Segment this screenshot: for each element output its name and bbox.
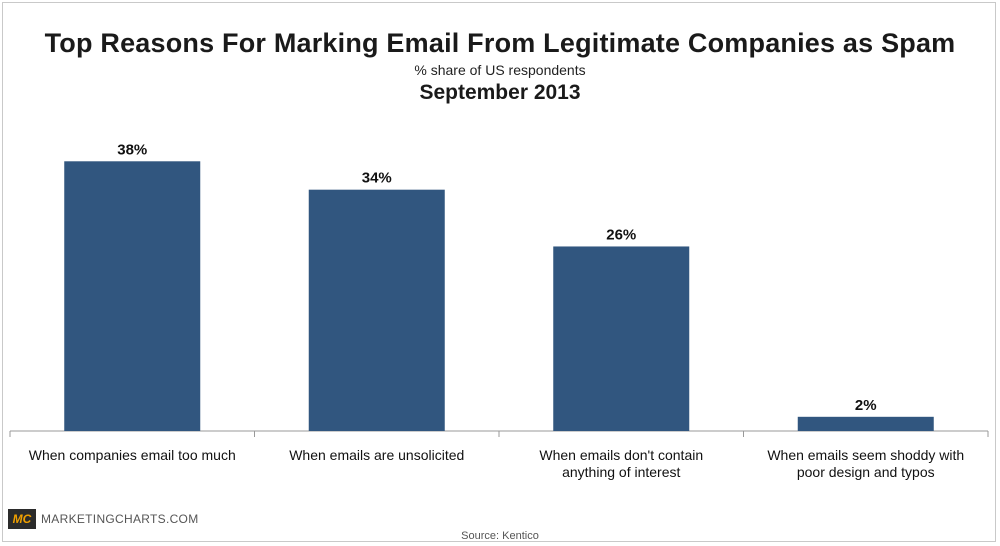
data-label: 2% bbox=[855, 397, 877, 414]
category-label: When emails don't contain bbox=[539, 447, 703, 463]
chart-date: September 2013 bbox=[419, 81, 581, 104]
data-label: 26% bbox=[606, 226, 636, 243]
category-label: anything of interest bbox=[562, 464, 680, 480]
bar bbox=[308, 189, 445, 431]
category-label: poor design and typos bbox=[797, 464, 935, 480]
chart-title: Top Reasons For Marking Email From Legit… bbox=[44, 28, 956, 58]
chart-subtitle: % share of US respondents bbox=[414, 62, 586, 78]
bar bbox=[553, 246, 690, 431]
source-note: Source: Kentico bbox=[461, 530, 539, 542]
bar bbox=[64, 161, 201, 432]
category-label: When emails seem shoddy with bbox=[767, 447, 964, 463]
data-label: 38% bbox=[117, 141, 147, 158]
marketingcharts-logo: MC bbox=[8, 509, 36, 529]
footer-brand: MARKETINGCHARTS.COM bbox=[41, 512, 199, 526]
data-label: 34% bbox=[362, 170, 392, 187]
category-label: When companies email too much bbox=[29, 447, 236, 463]
bar bbox=[797, 416, 934, 431]
category-label: When emails are unsolicited bbox=[289, 447, 464, 463]
